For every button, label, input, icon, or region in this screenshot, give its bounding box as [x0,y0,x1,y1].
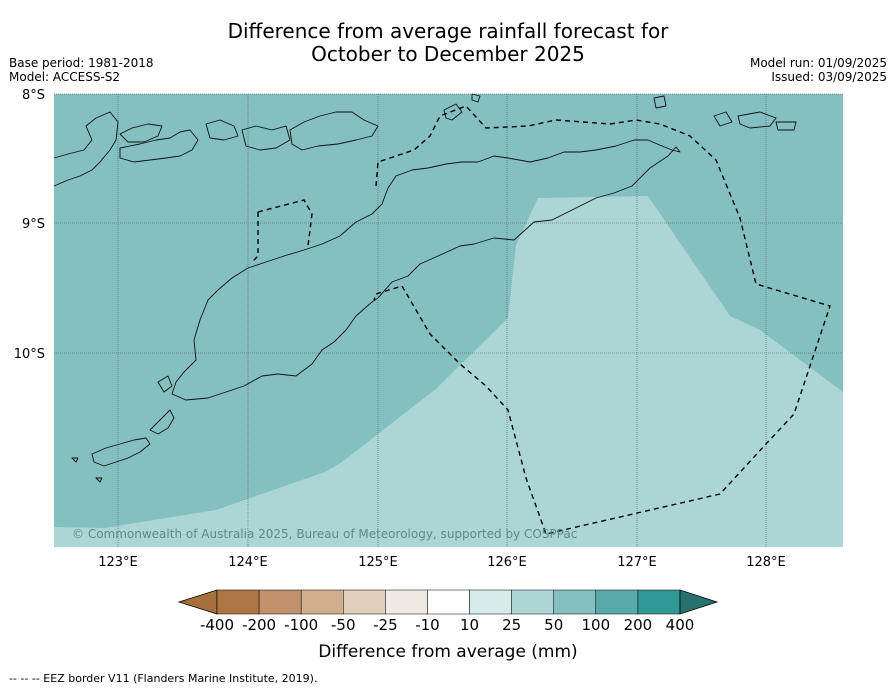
colorbar-box [469,589,512,615]
model-info: Base period: 1981-2018 Model: ACCESS-S2 [9,56,154,84]
eez-borders [251,105,831,535]
colorbar-tick-label: 50 [544,616,563,634]
lon-label-123e: 123°E [98,555,138,570]
tiny-island-2 [95,477,103,483]
run-info: Model run: 01/09/2025 Issued: 03/09/2025 [750,56,887,84]
lon-label-125e: 125°E [358,555,398,570]
colorbar-tick-label: -200 [242,616,276,634]
map-title: Difference from average rainfall forecas… [0,20,896,66]
model-name: Model: ACCESS-S2 [9,70,121,84]
adonara-coastline [119,129,199,163]
copyright-text: © Commonwealth of Australia 2025, Bureau… [72,527,577,541]
colorbar-box [427,589,470,615]
tiny-island-1 [71,457,79,463]
timor-coastline [171,139,681,401]
rainfall-zone-25-50 [54,196,843,547]
colorbar-extend-high [679,589,719,615]
lon-label-124e: 124°E [228,555,268,570]
colorbar-box [300,589,344,615]
lat-label-10s: 10°S [14,347,45,362]
lat-label-8s: 8°S [22,88,45,103]
lembata-coastline [119,123,163,143]
colorbar-tick-label: -25 [373,616,398,634]
colorbar-label: Difference from average (mm) [318,642,577,662]
colorbar-tick-label: 10 [460,616,479,634]
small-island-4 [775,121,797,131]
latitude-labels: 8°S 9°S 10°S [14,88,45,362]
model-run-date: Model run: 01/09/2025 [749,56,887,70]
lon-label-126e: 126°E [487,555,527,570]
colorbar-box [343,589,386,615]
savu-coastline [157,375,173,393]
colorbar-box [595,589,639,615]
longitude-labels: 123°E 124°E 125°E 126°E 127°E 128°E [98,555,786,570]
rote-coastline [91,437,151,467]
colorbar-tick-label: -10 [415,616,440,634]
eez-north [373,105,831,535]
flores-coastline [53,111,119,187]
lon-label-127e: 127°E [617,555,657,570]
colorbar-tick-label: 400 [666,616,695,634]
colorbar-tick-label: -400 [200,616,234,634]
colorbar-ticks: -400 -200 -100 -50 -25 -10 10 25 50 100 200 400 [200,616,694,634]
small-island-3 [737,111,777,129]
colorbar-tick-label: 100 [581,616,610,634]
colorbar-extend-low [177,589,218,615]
title-line-1: Difference from average rainfall forecas… [227,19,669,43]
colorbar-box [385,589,428,615]
colorbar-box [553,589,597,615]
wetar-coastline [289,111,379,151]
eez-oecusse [251,199,313,263]
small-island-6 [471,93,481,103]
lon-label-128e: 128°E [746,555,786,570]
small-island-5 [443,103,463,121]
pantar-coastline [205,119,239,141]
colorbar-box [511,589,554,615]
colorbar-tick-label: 200 [624,616,653,634]
lat-label-9s: 9°S [22,217,45,232]
title-line-2: October to December 2025 [311,42,585,66]
small-island-2 [713,111,733,127]
colorbar-tick-label: -100 [284,616,318,634]
eez-footnote: -- -- -- EEZ border V11 (Flanders Marine… [9,672,318,685]
colorbar-tick-label: 25 [502,616,521,634]
semau-coastline [149,409,175,435]
colorbar-tick-label: -50 [331,616,356,634]
coastlines [53,93,797,483]
colorbar [177,589,719,615]
colorbar-box [637,589,681,615]
base-period: Base period: 1981-2018 [9,56,154,70]
colorbar-box [216,589,260,615]
issued-date: Issued: 03/09/2025 [771,70,887,84]
colorbar-box [258,589,302,615]
alor-coastline [241,125,291,151]
small-island-1 [653,95,667,109]
